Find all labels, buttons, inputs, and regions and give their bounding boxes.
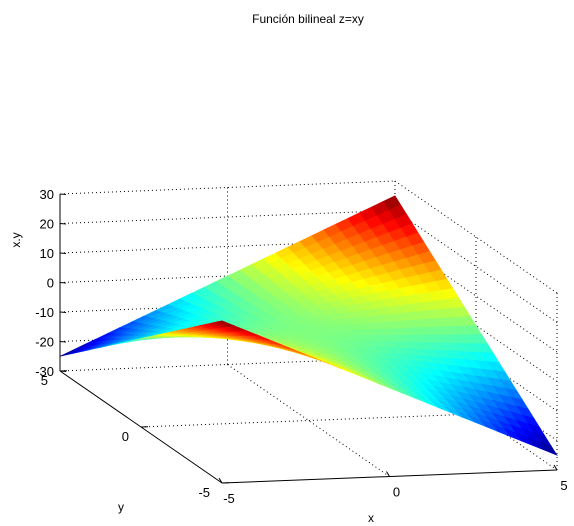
chart-title: Función bilineal z=xy [252,12,364,26]
y-tick-label: 5 [41,373,48,388]
x-tick-label: 5 [560,478,567,493]
x-axis-label: x [368,511,374,525]
x-tick-label: -5 [223,491,235,506]
tick-labels: 30 20 10 0 -10 -20 -30 -5 0 5 -5 0 5 [35,187,567,506]
z-tick--10 [59,311,67,313]
grid-x-floor-0 [227,364,390,477]
grid-z-side-20 [394,210,558,323]
x-tick-label: 0 [393,485,400,500]
y-axis-label: y [118,500,124,514]
z-tick-label: 0 [47,276,54,291]
z-tick-label: -20 [35,335,54,350]
grid-y-floor-0 [140,413,477,428]
surface-layer [59,195,558,456]
z-tick-0 [59,282,67,284]
z-tick-label: 10 [40,246,54,261]
z-tick-label: 30 [40,187,54,202]
z-tick-label: 20 [40,217,54,232]
surface-patch [215,320,236,327]
z-tick-10 [59,252,67,254]
y-tick-label: 0 [122,429,129,444]
z-tick-20 [59,223,67,225]
z-tick-label: -30 [35,364,54,379]
x-tick-0 [386,471,390,477]
y-tick-label: -5 [198,485,210,500]
x-tick--5 [218,477,223,484]
z-tick-label: -10 [35,305,54,320]
z-tick--20 [59,341,67,343]
grid-top-right-edge [394,180,558,294]
z-axis-label: x.y [9,232,23,247]
axis-layer [59,193,558,484]
z-tick-30 [59,193,67,195]
x-tick-5 [553,464,558,471]
